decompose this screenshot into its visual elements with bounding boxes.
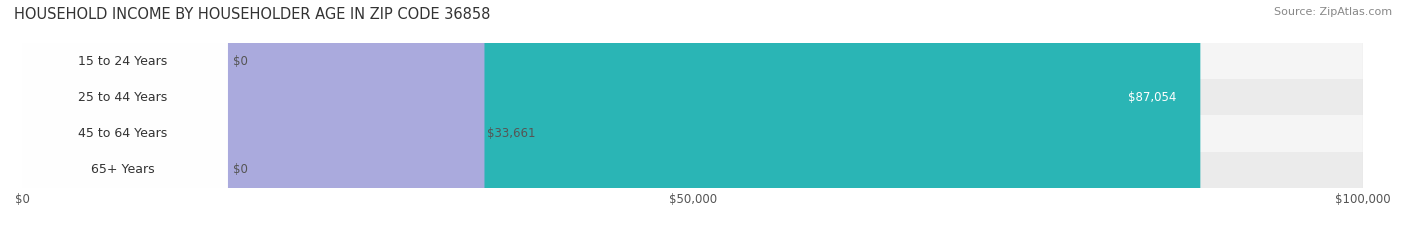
FancyBboxPatch shape	[17, 0, 228, 233]
Text: HOUSEHOLD INCOME BY HOUSEHOLDER AGE IN ZIP CODE 36858: HOUSEHOLD INCOME BY HOUSEHOLDER AGE IN Z…	[14, 7, 491, 22]
FancyBboxPatch shape	[17, 0, 228, 233]
Text: Source: ZipAtlas.com: Source: ZipAtlas.com	[1274, 7, 1392, 17]
Text: 45 to 64 Years: 45 to 64 Years	[77, 127, 167, 140]
FancyBboxPatch shape	[17, 0, 228, 233]
Text: $0: $0	[233, 55, 247, 68]
Text: $87,054: $87,054	[1128, 91, 1177, 104]
Text: 15 to 24 Years: 15 to 24 Years	[77, 55, 167, 68]
Text: 25 to 44 Years: 25 to 44 Years	[77, 91, 167, 104]
Bar	[22, 115, 1364, 152]
Text: $0: $0	[233, 163, 247, 176]
Bar	[22, 43, 1364, 79]
Text: 65+ Years: 65+ Years	[90, 163, 155, 176]
FancyBboxPatch shape	[11, 0, 485, 233]
FancyBboxPatch shape	[17, 0, 228, 233]
Text: $33,661: $33,661	[486, 127, 536, 140]
FancyBboxPatch shape	[11, 0, 1201, 233]
Bar	[22, 79, 1364, 115]
Bar	[22, 152, 1364, 188]
